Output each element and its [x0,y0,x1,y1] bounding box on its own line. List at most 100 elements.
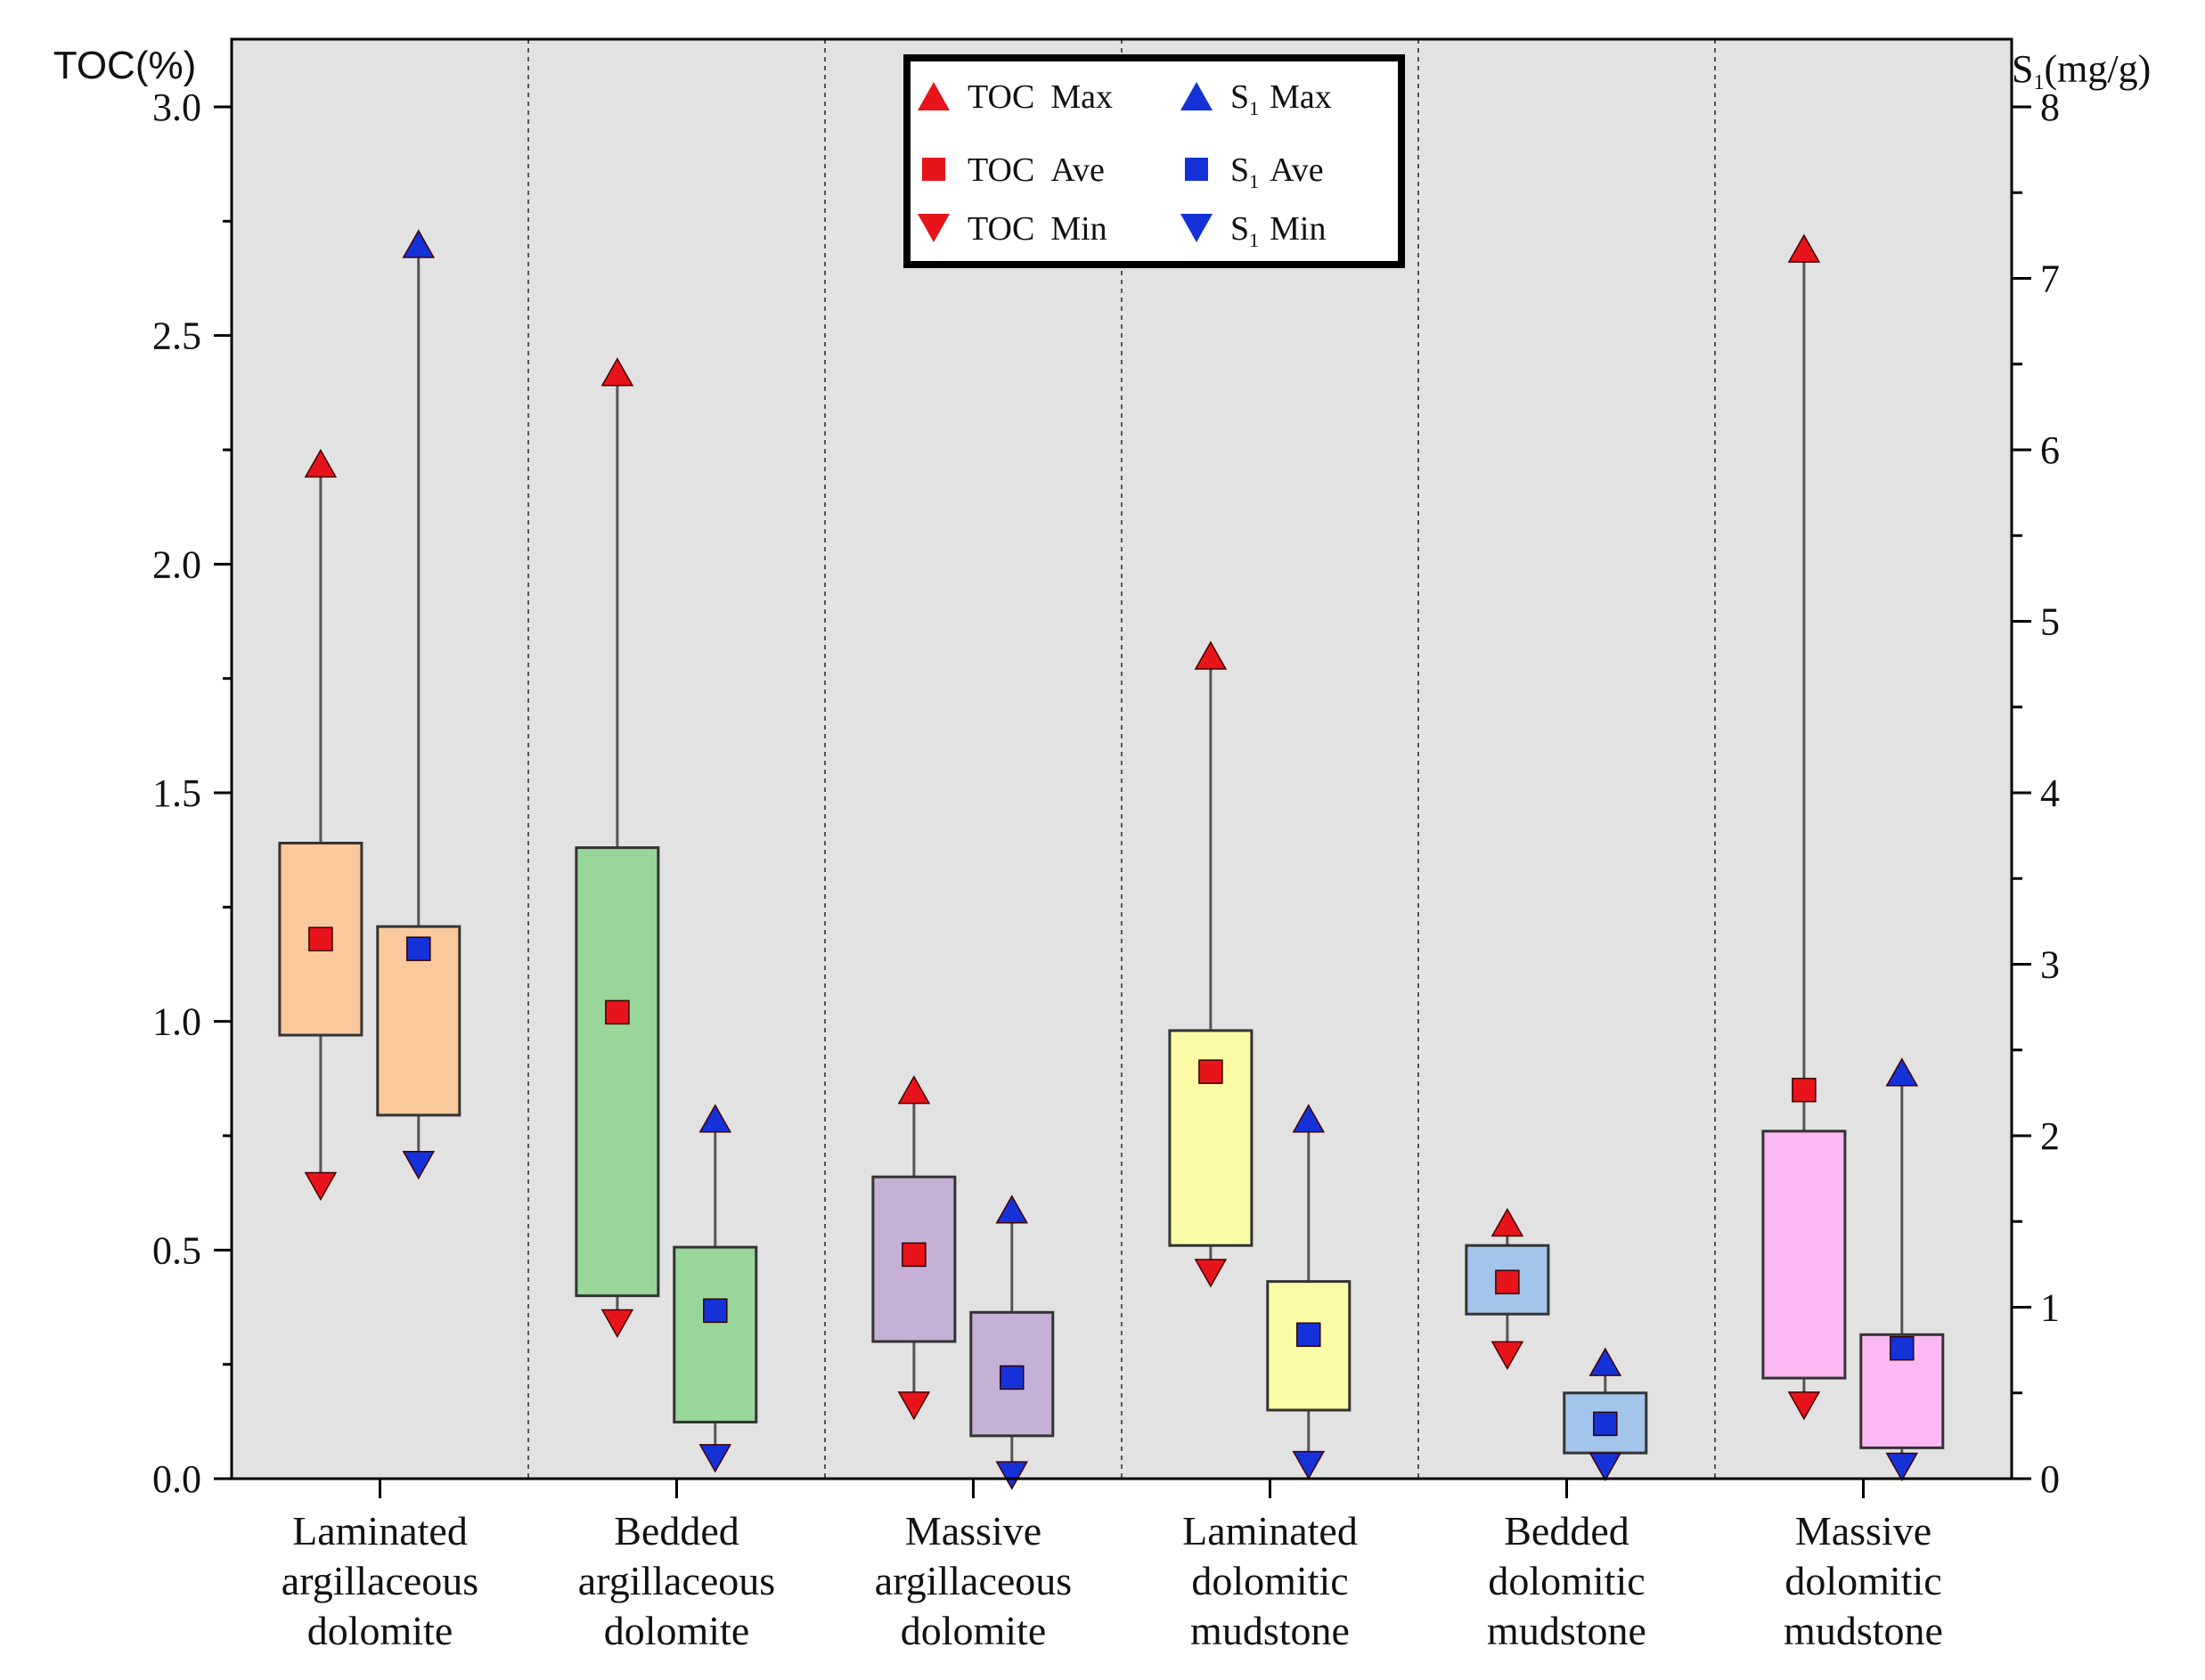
legend-label-text: Max [1050,78,1113,116]
x-axis-category-label: argillaceous [875,1558,1072,1603]
legend-marker-triangle-up [918,82,950,110]
toc-box [575,846,660,1298]
toc-ave-marker [1198,1059,1223,1084]
legend-entry: S1 Ave [1185,151,1324,192]
legend-label: TOC Max [968,78,1113,116]
toc-box [1761,1130,1847,1380]
x-axis-category-label: mudstone [1487,1608,1646,1653]
category-group [1465,1208,1648,1482]
s1-max-marker [698,1104,732,1133]
x-axis-category-label: mudstone [1784,1608,1943,1653]
s1-ave-marker [1000,1365,1025,1390]
legend-marker-triangle-up [1180,82,1213,110]
x-axis-category-label: Bedded [614,1508,739,1554]
right-axis-title-main: S [2012,47,2033,91]
x-axis-category-label: dolomite [604,1608,750,1653]
legend-marker-triangle-down [918,214,950,242]
s1-box [673,1245,758,1423]
right-axis-tick-label: 5 [2040,600,2060,644]
s1-max-marker [1588,1347,1622,1376]
toc-min-marker [1490,1341,1524,1370]
legend-label-sub: 1 [1249,97,1259,119]
s1-ave-marker [1296,1322,1321,1348]
left-axis-tick-label: 3.0 [152,86,201,129]
legend-label-sub: 1 [1249,170,1259,192]
right-axis-title-unit: (mg/g) [2044,47,2151,91]
x-axis-category-label: dolomite [307,1608,453,1653]
left-axis-tick-label: 1.0 [152,1000,201,1044]
legend-label-text: Max [1270,78,1332,116]
category-group [871,1075,1055,1490]
toc-min-marker [1787,1391,1821,1421]
right-axis-tick-label: 7 [2040,257,2060,301]
legend-label-prefix: TOC [968,78,1034,116]
category-group [575,357,758,1473]
x-axis-category-label: dolomite [901,1608,1047,1653]
s1-max-marker [402,229,436,258]
legend-marker-square [1185,158,1208,181]
legend-label-text: Ave [1270,151,1324,189]
toc-max-marker [897,1075,931,1105]
legend-marker-triangle-down [1180,214,1213,242]
toc-max-marker [1490,1208,1524,1237]
toc-ave-marker [1495,1269,1520,1295]
legend-label-prefix: S [1230,151,1249,189]
toc-max-marker [304,448,338,478]
s1-min-marker [1885,1452,1919,1482]
toc-ave-marker [308,926,333,952]
left-axis-tick-label: 0.5 [152,1228,201,1272]
legend-label: S1 Ave [1230,151,1324,192]
category-group [1761,233,1945,1482]
s1-box [1859,1333,1945,1449]
plot-background [232,39,2012,1479]
s1-max-marker [1292,1104,1326,1133]
legend-entry: TOC Min [918,210,1107,248]
right-axis-title-sub: 1 [2033,71,2044,94]
right-axis: 0 1 2 3 4 5 6 7 8 [2012,86,2060,1501]
x-axis: LaminatedargillaceousdolomiteBeddedargil… [282,1479,1943,1653]
legend-marker-square [922,158,945,181]
right-axis-title: S1(mg/g) [2012,47,2151,94]
legend-label-text: Min [1050,210,1107,248]
x-axis-category-label: mudstone [1190,1608,1350,1653]
left-axis-tick-label: 1.5 [152,771,201,815]
toc-max-marker [1194,640,1228,670]
x-axis-category-label: dolomitic [1191,1558,1348,1603]
s1-ave-marker [406,936,431,961]
right-axis-tick-label: 1 [2040,1286,2060,1330]
toc-max-marker [1787,233,1821,263]
toc-min-marker [1194,1259,1228,1288]
legend-label: S1 Min [1230,210,1327,251]
legend-label-text: Ave [1050,151,1105,189]
plot-frame [230,37,2013,1480]
legend-entry: S1 Max [1180,78,1332,119]
legend-label-prefix: S [1230,78,1249,116]
s1-min-marker [402,1150,436,1180]
left-axis: 0.0 0.5 1.0 1.5 2.0 2.5 3.0 [152,86,232,1501]
legend-label-text: Min [1270,210,1326,248]
legend-label: S1 Max [1230,78,1332,119]
x-axis-category-label: Massive [1795,1508,1931,1554]
s1-ave-marker [1593,1411,1618,1437]
right-axis-tick-label: 8 [2040,86,2060,129]
left-axis-title: TOC(%) [53,44,197,87]
legend-entry: TOC Max [918,78,1113,116]
s1-max-marker [1885,1057,1919,1087]
legend-entry: TOC Ave [922,151,1105,189]
s1-min-marker [698,1444,732,1473]
right-axis-tick-label: 6 [2040,428,2060,472]
s1-ave-marker [1890,1335,1915,1361]
legend-label: TOC Ave [968,151,1105,189]
x-axis-category-label: dolomitic [1784,1558,1941,1603]
right-axis-tick-label: 3 [2040,943,2060,987]
legend-label-prefix: TOC [968,210,1034,248]
legend-label-sub: 1 [1249,229,1259,251]
toc-min-marker [304,1171,338,1201]
s1-max-marker [995,1195,1029,1224]
left-axis-tick-label: 2.5 [152,314,201,358]
category-group [1168,640,1352,1480]
toc-max-marker [600,357,634,387]
legend-entry: S1 Min [1180,210,1327,251]
